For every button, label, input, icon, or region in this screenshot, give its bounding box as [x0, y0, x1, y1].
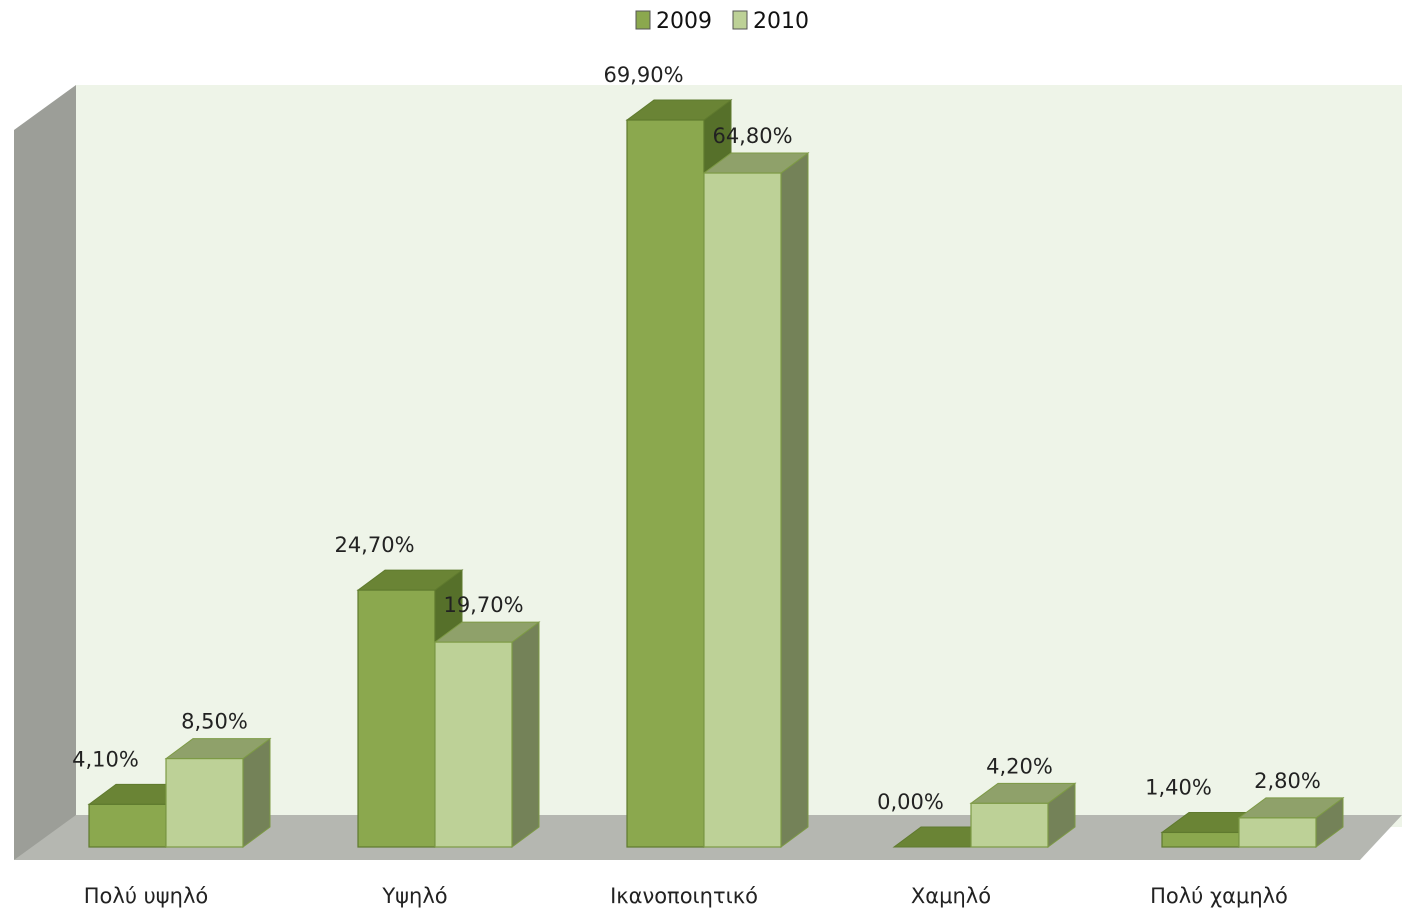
bar-front-face: [434, 641, 513, 848]
bar-2010-2: [433, 621, 541, 848]
bar-side-face: [511, 621, 540, 848]
legend-swatch: [635, 10, 651, 30]
x-tick-label-4: Χαμηλό: [911, 884, 991, 908]
bar-2010-4: [969, 782, 1077, 848]
x-tick-label-1: Πολύ υψηλό: [84, 884, 208, 908]
legend: 2009 2010: [635, 9, 809, 34]
x-tick-label-2: Υψηλό: [381, 884, 447, 908]
data-label-2009-3: 69,90%: [603, 63, 683, 87]
bar-front-face: [88, 803, 167, 848]
bars-group: [87, 99, 1345, 848]
data-label-2009-2: 24,70%: [334, 533, 414, 557]
bar-2010-3: [702, 152, 810, 848]
data-label-2009-1: 4,10%: [72, 747, 139, 771]
bar-front-face: [1161, 831, 1240, 848]
bar-front-face: [970, 802, 1049, 848]
legend-swatch: [732, 10, 748, 30]
data-label-2009-4: 0,00%: [877, 790, 944, 814]
legend-item-2009: 2009: [635, 9, 712, 34]
data-labels-group: 4,10% 8,50% 24,70% 19,70% 69,90% 64,80% 0,00% 4…: [72, 63, 1321, 814]
x-tick-label-3: Ικανοποιητικό: [610, 884, 758, 908]
legend-label: 2010: [753, 9, 809, 34]
bar-2010-1: [164, 737, 272, 848]
legend-label: 2009: [656, 9, 712, 34]
data-label-2009-5: 1,40%: [1145, 775, 1212, 799]
side-wall: [14, 85, 76, 860]
bar-side-face: [780, 152, 809, 848]
bar-front-face: [165, 757, 244, 848]
data-label-2010-2: 19,70%: [443, 593, 523, 617]
legend-item-2010: 2010: [732, 9, 809, 34]
bar-front-face: [1238, 817, 1317, 848]
x-axis-tick-labels: Πολύ υψηλό Υψηλό Ικανοποιητικό Χαμηλό Πολύ χ…: [84, 884, 1288, 908]
bar-front-face: [626, 119, 705, 848]
x-tick-label-5: Πολύ χαμηλό: [1150, 884, 1288, 908]
bar-front-face: [703, 172, 782, 848]
data-label-2010-5: 2,80%: [1254, 769, 1321, 793]
data-label-2010-4: 4,20%: [986, 754, 1053, 778]
data-label-2010-1: 8,50%: [181, 710, 248, 734]
data-label-2010-3: 64,80%: [712, 124, 792, 148]
bar-front-face: [357, 589, 436, 848]
bar-2010-5: [1237, 796, 1345, 848]
